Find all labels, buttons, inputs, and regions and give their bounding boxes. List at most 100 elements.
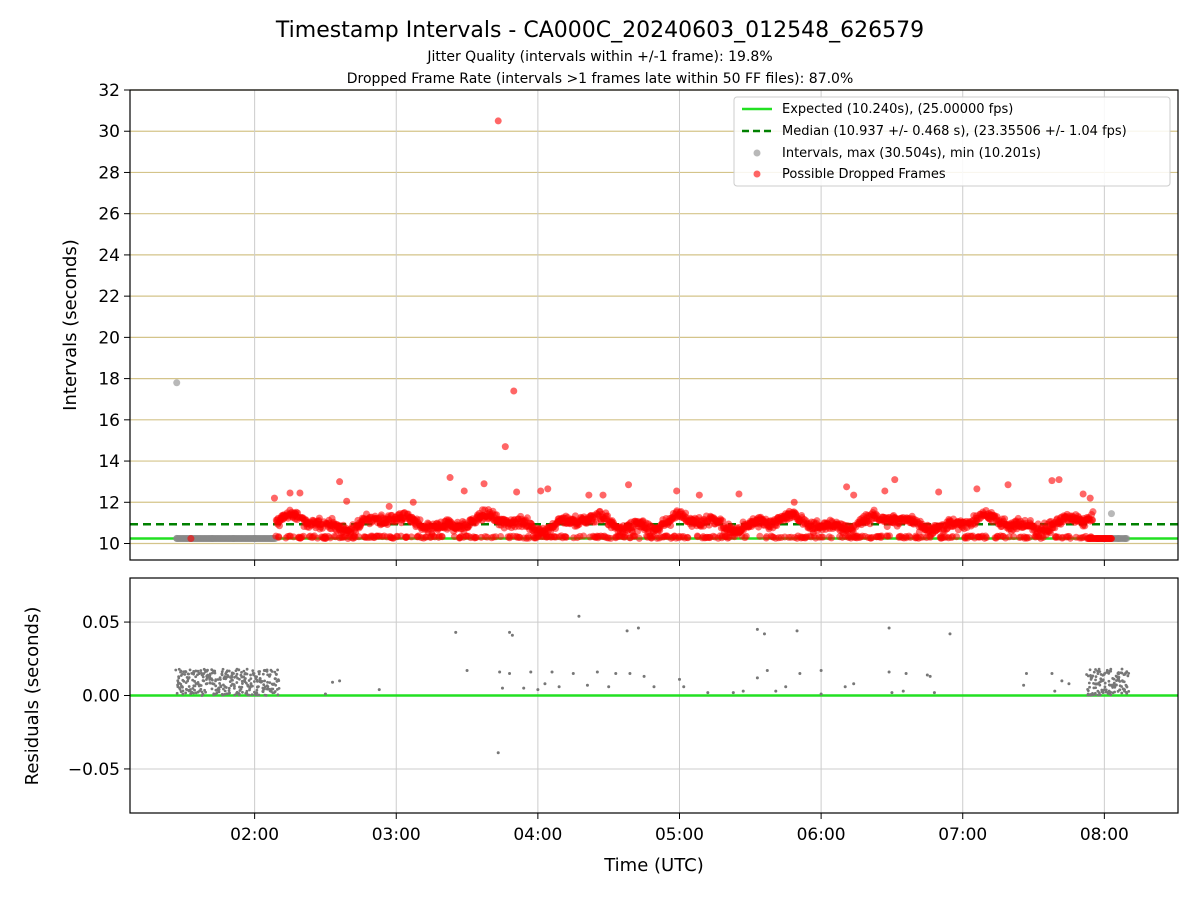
residual-cluster-point-350 [1094, 675, 1098, 679]
dropped-point-37 [336, 534, 344, 542]
residual-cluster-point-237 [249, 683, 253, 687]
dropped-point-3 [446, 474, 454, 482]
residual-cluster-point-292 [268, 681, 272, 685]
residual-cluster-point-251 [255, 688, 259, 692]
residual-cluster-point-82 [200, 694, 204, 697]
interval-series-point-4 [229, 535, 237, 543]
dropped-band-point-909 [684, 534, 692, 542]
residual-cluster-point-132 [216, 678, 220, 681]
dropped-point-9 [1048, 477, 1056, 485]
dropped-point-11 [544, 485, 552, 493]
residual-cluster-point-112 [210, 678, 214, 682]
residual-point-17 [571, 671, 575, 675]
residual-point-25 [887, 670, 891, 674]
residual-point-30 [331, 680, 335, 684]
interval-series-point-0 [173, 379, 181, 387]
dropped-band-point-986 [719, 517, 727, 525]
residual-point-19 [614, 671, 618, 675]
dropped-point-16 [296, 489, 304, 497]
top-ytick-label-5: 20 [98, 328, 120, 348]
residual-point-60 [1024, 671, 1028, 675]
dropped-point-49 [945, 534, 953, 542]
residual-cluster-point-62 [194, 669, 198, 673]
residual-cluster-point-118 [212, 682, 216, 686]
residual-cluster-point-321 [277, 686, 281, 690]
residual-cluster-point-420 [1117, 672, 1120, 676]
residual-point-20 [628, 671, 632, 675]
residual-cluster-point-357 [1097, 667, 1101, 671]
residual-cluster-point-427 [1118, 679, 1122, 683]
residual-cluster-point-425 [1117, 675, 1121, 679]
dropped-point-43 [612, 534, 620, 542]
dropped-point-45 [725, 533, 733, 541]
residual-cluster-point-147 [221, 667, 225, 671]
bottom-xtick-label-0: 02:00 [230, 825, 279, 845]
residual-cluster-point-7 [177, 675, 181, 678]
top-ytick-label-1: 12 [98, 493, 120, 513]
residual-cluster-point-69 [196, 669, 200, 673]
residual-point-9 [887, 626, 891, 630]
dropped-band-point-1568 [982, 533, 990, 541]
residual-point-39 [607, 685, 611, 689]
dropped-point-51 [1079, 533, 1087, 541]
dropped-band-point-871 [667, 521, 675, 529]
bottom-x-ticks: 02:00 03:00 04:00 05:00 06:00 07:00 08:00 [230, 813, 1129, 845]
residual-cluster-point-20 [181, 689, 185, 693]
residual-cluster-point-333 [1089, 674, 1092, 677]
dropped-point-42 [562, 533, 570, 541]
residual-cluster-point-53 [192, 691, 196, 695]
residual-point-28 [1050, 671, 1054, 675]
residual-cluster-point-274 [263, 687, 266, 691]
residual-cluster-point-205 [241, 682, 244, 685]
residual-point-6 [755, 627, 759, 631]
residual-cluster-point-180 [232, 686, 236, 690]
dropped-point-5 [480, 480, 488, 488]
residual-cluster-point-195 [237, 668, 241, 672]
residual-cluster-point-125 [214, 678, 218, 682]
residual-cluster-point-315 [276, 668, 279, 672]
residual-cluster-point-227 [247, 679, 251, 682]
residual-cluster-point-99 [205, 682, 209, 685]
residual-cluster-point-3 [175, 691, 179, 695]
residual-cluster-point-96 [205, 676, 209, 680]
residual-cluster-point-364 [1098, 683, 1102, 687]
residual-cluster-point-58 [193, 688, 196, 692]
residual-cluster-point-253 [255, 678, 259, 682]
dropped-point-39 [456, 533, 464, 541]
top-ytick-label-9: 28 [98, 163, 120, 183]
residual-cluster-point-12 [178, 687, 182, 691]
residual-point-33 [500, 686, 504, 690]
residual-cluster-point-437 [1121, 687, 1125, 691]
dropped-point-8 [891, 476, 899, 484]
residual-cluster-point-272 [261, 672, 265, 676]
dropped-point-30 [409, 498, 417, 506]
residual-cluster-point-285 [265, 669, 269, 673]
residual-cluster-point-167 [227, 669, 231, 673]
legend-expected-label: Expected (10.240s), (25.00000 fps) [782, 102, 1013, 117]
residual-cluster-point-15 [179, 669, 183, 673]
bottom-panel: −0.050.000.05 02:00 03:00 04:00 05:00 06:00 0… [22, 577, 1179, 876]
residual-cluster-point-215 [243, 677, 247, 680]
residual-point-52 [890, 691, 894, 695]
residual-cluster-point-235 [249, 677, 253, 681]
residual-cluster-point-356 [1096, 693, 1100, 697]
top-y-axis-label: Intervals (seconds) [60, 239, 81, 411]
dropped-point-10 [1055, 476, 1063, 484]
residual-cluster-point-204 [239, 687, 243, 691]
dropped-point-36 [321, 534, 329, 542]
residual-point-36 [543, 682, 547, 686]
residual-cluster-point-85 [201, 675, 205, 679]
dropped-point-25 [1079, 490, 1087, 498]
residual-cluster-point-139 [218, 678, 222, 681]
residual-point-44 [731, 691, 735, 695]
dropped-band-point-1753 [1066, 534, 1074, 542]
residual-point-59 [1067, 682, 1071, 686]
residual-cluster-point-379 [1103, 681, 1107, 685]
residual-cluster-point-450 [1127, 671, 1131, 675]
residual-point-11 [496, 751, 500, 755]
residual-cluster-point-25 [182, 679, 186, 683]
residual-point-54 [928, 674, 932, 678]
bottom-y-axis-label: Residuals (seconds) [22, 607, 43, 786]
bottom-ytick-label-0: −0.05 [68, 760, 120, 780]
residual-point-55 [932, 691, 936, 695]
